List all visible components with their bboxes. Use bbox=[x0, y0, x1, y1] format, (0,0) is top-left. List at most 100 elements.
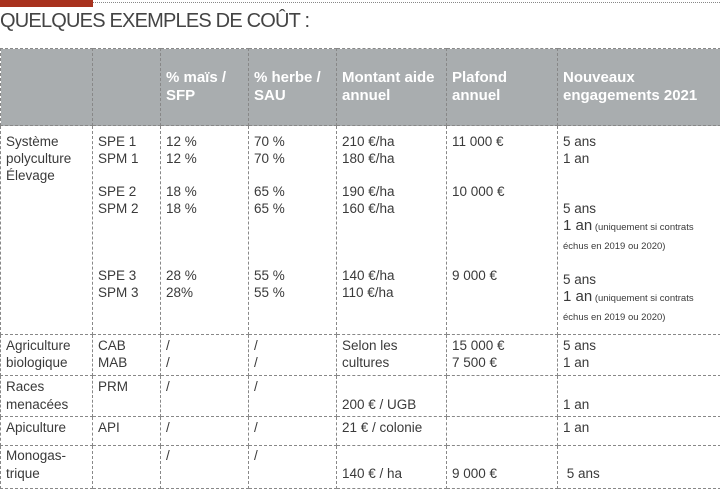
engagement-duration: 5 ans bbox=[563, 201, 597, 217]
cell-category: Agriculture biologique bbox=[0, 334, 93, 376]
cell-line: Selon les bbox=[342, 338, 398, 353]
cell-codes bbox=[92, 445, 161, 489]
cell-line bbox=[563, 379, 720, 396]
cell-line: SPM 2 bbox=[98, 201, 139, 217]
cell-line: 180 €/ha bbox=[342, 150, 395, 166]
divider bbox=[93, 2, 720, 3]
cell-line: 5 ans bbox=[563, 338, 720, 355]
cell-line: 1 an bbox=[563, 397, 720, 414]
cell-plafond bbox=[446, 375, 558, 417]
cell-line bbox=[452, 168, 557, 185]
cell-line: 7 500 € bbox=[452, 354, 498, 370]
cell-line: PRM bbox=[98, 379, 128, 394]
table-row: Races menacées PRM / / 200 € / UGB 1 an bbox=[0, 375, 720, 417]
cell-herbe: / bbox=[248, 375, 337, 417]
cell-montant: 140 € / ha bbox=[336, 445, 447, 489]
cell-line: 11 000 € bbox=[452, 134, 504, 149]
cell-line: Élevage bbox=[6, 167, 55, 183]
cell-line bbox=[452, 151, 557, 168]
cell-line bbox=[166, 218, 248, 235]
cell-line: Agriculture bbox=[6, 338, 71, 353]
cell-line bbox=[166, 235, 248, 252]
cell-line: / bbox=[166, 420, 170, 435]
cell-line: SPM 3 bbox=[98, 285, 139, 301]
cell-line: 160 €/ha bbox=[342, 201, 395, 217]
cell-line: Races bbox=[6, 379, 45, 394]
cell-mais: / bbox=[160, 416, 249, 446]
cell-line: 5 ans bbox=[563, 201, 720, 218]
engagement-note: (uniquement si contrats bbox=[592, 293, 694, 305]
cell-engagements: 1 an bbox=[557, 416, 720, 446]
cell-line: 12 % bbox=[166, 134, 197, 149]
cell-mais: 12 % 12 % 18 % 18 % 28 % 28% bbox=[160, 125, 249, 335]
engagement-duration: 5 ans bbox=[563, 272, 597, 288]
cell-montant: 21 € / colonie bbox=[336, 416, 447, 446]
cell-line: échus en 2019 ou 2020) bbox=[563, 308, 720, 327]
cell-mais: / / bbox=[160, 334, 249, 376]
cell-line: SPM 1 bbox=[98, 150, 139, 166]
cell-category: Système polyculture Élevage bbox=[0, 125, 93, 335]
cell-line: 65 % bbox=[254, 184, 285, 200]
engagement-duration: 1 an bbox=[563, 150, 590, 166]
cell-line: / bbox=[166, 448, 170, 463]
cell-line: MAB bbox=[98, 354, 128, 370]
cell-line: Monogas- bbox=[6, 448, 67, 463]
cell-line: 55 % bbox=[254, 268, 285, 284]
cell-line bbox=[98, 448, 160, 465]
cell-line: SPE 2 bbox=[98, 184, 137, 200]
cell-line: 140 €/ha bbox=[342, 268, 395, 284]
cell-line: menacées bbox=[6, 396, 69, 412]
cell-line: CAB bbox=[98, 338, 126, 353]
cell-line: / bbox=[254, 338, 258, 353]
cell-line: / bbox=[254, 420, 258, 435]
cell-line: Système bbox=[6, 134, 59, 149]
cell-montant: 200 € / UGB bbox=[336, 375, 447, 417]
header-engagements: Nouveaux engagements 2021 bbox=[557, 48, 720, 126]
cell-line: 28% bbox=[166, 285, 194, 301]
cell-line bbox=[563, 448, 720, 465]
cell-line: / bbox=[166, 379, 170, 394]
page-title: QUELQUES EXEMPLES DE COÛT : bbox=[0, 10, 310, 32]
cell-line: API bbox=[98, 420, 120, 435]
cell-line bbox=[563, 184, 720, 201]
cell-line: 18 % bbox=[166, 201, 197, 217]
engagement-duration: 1 an bbox=[563, 396, 590, 412]
cell-montant: 210 €/ha 180 €/ha 190 €/ha 160 €/ha 140 €/ha… bbox=[336, 125, 447, 335]
cell-line bbox=[342, 379, 446, 396]
cell-line: SPE 1 bbox=[98, 134, 137, 149]
cell-line: 10 000 € bbox=[452, 184, 505, 200]
cell-line bbox=[98, 168, 160, 185]
cell-line: / bbox=[254, 354, 258, 370]
header-montant: Montant aide annuel bbox=[336, 48, 447, 126]
cell-herbe: 70 % 70 % 65 % 65 % 55 % 55 % bbox=[248, 125, 337, 335]
header-code bbox=[92, 48, 161, 126]
cell-line: 110 €/ha bbox=[342, 285, 394, 301]
cell-category: Races menacées bbox=[0, 375, 93, 417]
cell-line: 18 % bbox=[166, 184, 197, 200]
cell-line: 190 €/ha bbox=[342, 184, 395, 200]
cell-line bbox=[98, 252, 160, 269]
cell-category: Monogas-trique bbox=[0, 445, 93, 489]
engagement-duration: 1 an bbox=[563, 216, 593, 234]
cell-engagements: 5 ans bbox=[557, 445, 720, 489]
cell-line bbox=[254, 235, 336, 252]
cell-line bbox=[452, 252, 557, 269]
cell-plafond: 15 000 €7 500 € bbox=[446, 334, 558, 376]
cell-line bbox=[452, 235, 557, 252]
cell-line bbox=[166, 168, 248, 185]
cell-line: / bbox=[166, 354, 170, 370]
cell-line: 5 ans bbox=[563, 272, 720, 289]
cell-line bbox=[254, 252, 336, 269]
cell-line: 70 % bbox=[254, 134, 285, 149]
cell-codes: SPE 1 SPM 1 SPE 2 SPM 2 SPE 3 SPM 3 bbox=[92, 125, 161, 335]
cell-line: 9 000 € bbox=[452, 465, 498, 481]
engagement-duration: 1 an bbox=[563, 288, 593, 306]
cell-line: Apiculture bbox=[6, 420, 67, 435]
engagement-duration: 1 an bbox=[563, 420, 590, 435]
cell-line: SPE 3 bbox=[98, 268, 137, 284]
cell-plafond: 11 000 € 10 000 € 9 000 € bbox=[446, 125, 558, 335]
cell-line: 70 % bbox=[254, 150, 285, 166]
cell-line bbox=[342, 168, 446, 185]
engagement-note: échus en 2019 ou 2020) bbox=[563, 311, 666, 323]
cell-engagements: 5 ans 1 an bbox=[557, 334, 720, 376]
